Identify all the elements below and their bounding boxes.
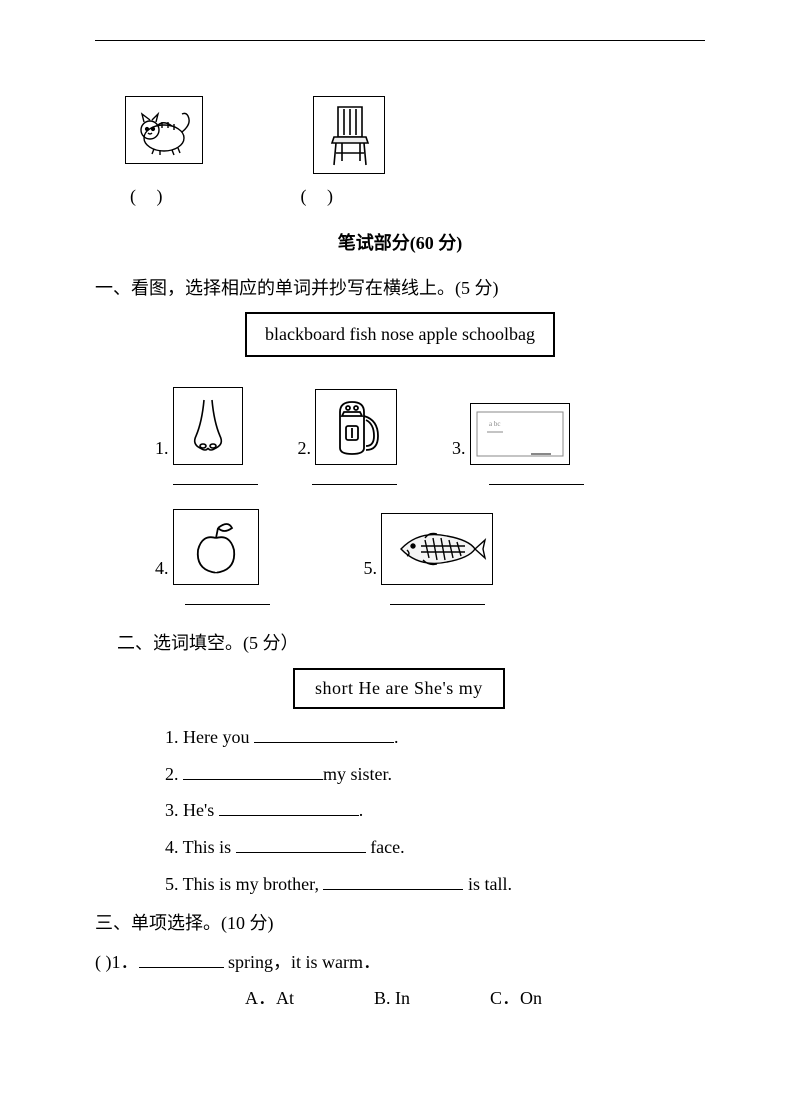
item-4: 4. xyxy=(155,509,259,585)
q2-5-post: is tall. xyxy=(463,874,512,894)
blank-1[interactable] xyxy=(173,471,258,485)
mc-q1-options: A．At B. In C．On xyxy=(245,984,705,1013)
q2-1: 1. Here you . xyxy=(165,723,705,752)
q2-2-blank[interactable] xyxy=(183,766,323,780)
section2-list: 1. Here you . 2. my sister. 3. He's . 4.… xyxy=(165,723,705,899)
nose-icon xyxy=(178,392,238,460)
mc-q1-suffix: spring，it is warm． xyxy=(224,952,382,972)
q2-2-pre: 2. xyxy=(165,764,183,784)
header-rule xyxy=(95,40,705,41)
blank-2[interactable] xyxy=(312,471,397,485)
blank-row-1 xyxy=(173,471,705,485)
q2-3-blank[interactable] xyxy=(219,802,359,816)
section2-heading: 二、选词填空。(5 分） xyxy=(117,629,705,658)
schoolbag-icon xyxy=(320,394,392,460)
q2-5-blank[interactable] xyxy=(323,876,463,890)
chair-image xyxy=(313,96,385,174)
section1-heading: 一、看图，选择相应的单词并抄写在横线上。(5 分) xyxy=(95,274,705,303)
paren-row: ( ) ( ) xyxy=(130,182,705,211)
q2-5: 5. This is my brother, is tall. xyxy=(165,870,705,899)
q2-2-post: my sister. xyxy=(323,764,392,784)
schoolbag-image xyxy=(315,389,397,465)
num-5: 5. xyxy=(364,554,378,585)
q2-1-post: . xyxy=(394,727,399,747)
item-2: 2. xyxy=(298,389,398,465)
q2-4-pre: 4. This is xyxy=(165,837,236,857)
blank-row-2 xyxy=(185,591,705,605)
blackboard-image: a bc xyxy=(470,403,570,465)
paren-2[interactable]: ( ) xyxy=(301,182,342,211)
num-2: 2. xyxy=(298,434,312,465)
q2-3-pre: 3. He's xyxy=(165,800,219,820)
written-section-title: 笔试部分(60 分) xyxy=(95,229,705,258)
nose-image xyxy=(173,387,243,465)
section3-heading: 三、单项选择。(10 分) xyxy=(95,909,705,938)
num-1: 1. xyxy=(155,434,169,465)
chair-icon xyxy=(320,101,378,169)
cat-icon xyxy=(130,102,198,158)
q2-1-blank[interactable] xyxy=(254,729,394,743)
item-3: 3. a bc xyxy=(452,403,570,465)
opt-b[interactable]: B. In xyxy=(374,984,410,1013)
svg-text:a bc: a bc xyxy=(489,420,500,428)
item-1: 1. xyxy=(155,387,243,465)
section1-row2: 4. 5. xyxy=(155,509,705,585)
cat-image xyxy=(125,96,203,164)
opt-c[interactable]: C．On xyxy=(490,984,542,1013)
q2-3-post: . xyxy=(359,800,364,820)
num-3: 3. xyxy=(452,434,466,465)
top-image-row xyxy=(125,96,705,174)
q2-4-post: face. xyxy=(366,837,405,857)
q2-1-pre: 1. Here you xyxy=(165,727,254,747)
q2-5-pre: 5. This is my brother, xyxy=(165,874,323,894)
mc-q1-blank[interactable] xyxy=(139,954,224,968)
apple-image xyxy=(173,509,259,585)
mc-q1: ( )1． spring，it is warm． xyxy=(95,948,705,977)
paren-1[interactable]: ( ) xyxy=(130,182,171,211)
q2-4-blank[interactable] xyxy=(236,839,366,853)
blank-5[interactable] xyxy=(390,591,485,605)
item-5: 5. xyxy=(364,513,494,585)
q2-3: 3. He's . xyxy=(165,796,705,825)
apple-icon xyxy=(178,514,254,580)
blackboard-icon: a bc xyxy=(473,406,567,462)
blank-3[interactable] xyxy=(489,471,584,485)
fish-image xyxy=(381,513,493,585)
num-4: 4. xyxy=(155,554,169,585)
section1-row1: 1. 2. xyxy=(155,387,705,465)
mc-q1-prefix[interactable]: ( )1． xyxy=(95,952,139,972)
section2-wordbank: short He are She's my xyxy=(293,668,505,709)
opt-a[interactable]: A．At xyxy=(245,984,294,1013)
fish-icon xyxy=(385,518,489,580)
section1-wordbank: blackboard fish nose apple schoolbag xyxy=(245,312,555,357)
q2-2: 2. my sister. xyxy=(165,760,705,789)
q2-4: 4. This is face. xyxy=(165,833,705,862)
blank-4[interactable] xyxy=(185,591,270,605)
